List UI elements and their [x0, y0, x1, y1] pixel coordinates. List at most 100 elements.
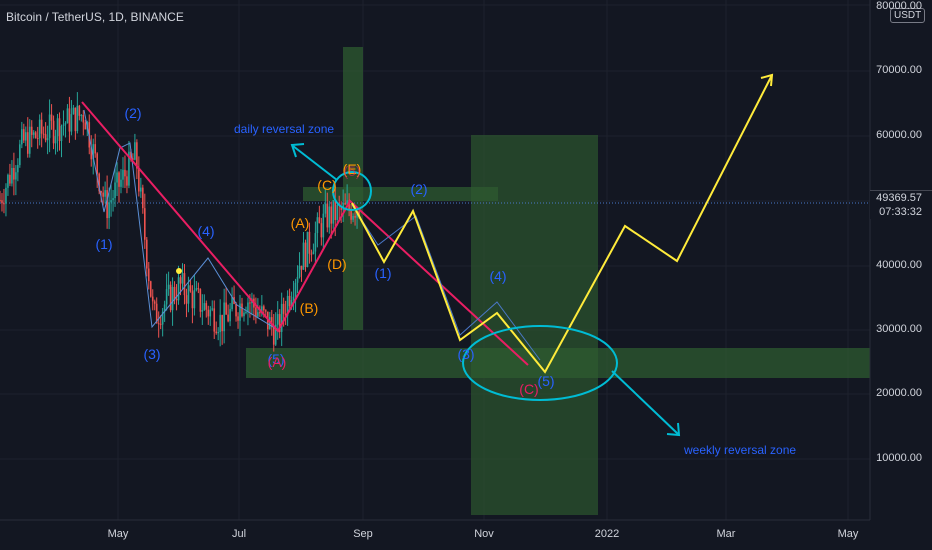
candle-body: [90, 147, 93, 160]
candle-body: [108, 202, 110, 219]
candle-body: [9, 174, 11, 184]
candle-body: [300, 265, 303, 270]
candle-body: [46, 138, 49, 141]
candle-body: [23, 129, 25, 141]
candle-body: [324, 203, 327, 214]
proj-label-2: (2): [410, 181, 428, 197]
weekly-reversal-ellipse: [462, 325, 618, 401]
candle-body: [132, 158, 134, 160]
candle-body: [70, 114, 73, 132]
wave-label-5-overlay: (5): [343, 163, 361, 179]
candle-body: [328, 206, 331, 228]
candle-body: [193, 290, 196, 309]
candle-body: [356, 211, 358, 218]
candle-body: [197, 288, 200, 290]
candle-body: [30, 126, 33, 135]
candle-body: [58, 118, 61, 142]
candle-body: [265, 310, 267, 312]
x-tick-may: May: [107, 528, 129, 540]
candle-body: [322, 213, 325, 238]
candle-body: [155, 303, 158, 324]
candle-body: [292, 296, 295, 301]
candle-body: [255, 307, 257, 317]
y-tick-10000: 10000.00: [876, 452, 922, 464]
candle-body: [191, 291, 194, 309]
last-price-value: 49369.57: [876, 192, 922, 204]
candle-body: [247, 302, 249, 312]
candle-body: [0, 199, 1, 201]
proj-label-4: (4): [489, 268, 507, 284]
candle-body: [173, 286, 176, 299]
candle-body: [199, 289, 202, 312]
candle-body: [177, 277, 180, 301]
wave-label-e-orange: (E): [342, 161, 362, 177]
candle-body: [169, 284, 172, 311]
candle-body: [134, 142, 136, 160]
candle-body: [276, 314, 279, 325]
weekly-zone-vertical: [471, 135, 598, 515]
candle-body: [74, 107, 77, 132]
candle-body: [78, 105, 81, 116]
candle-body: [44, 134, 47, 141]
candle-body: [96, 153, 98, 174]
candle-body: [72, 107, 75, 115]
candle-body: [42, 133, 45, 135]
candle-body: [330, 206, 333, 224]
wave-label-2: (2): [124, 105, 142, 121]
candle-body: [28, 126, 31, 154]
candle-body: [286, 295, 289, 316]
weekly-reversal-label: weekly reversal zone: [684, 443, 797, 457]
candle-body: [40, 119, 43, 134]
candle-body: [270, 317, 273, 327]
grid: [0, 0, 870, 520]
candle-body: [17, 165, 19, 173]
candle-body: [13, 167, 15, 180]
candle-body: [259, 312, 261, 314]
candle-body: [151, 296, 154, 302]
candle-body: [340, 205, 342, 210]
candle-body: [159, 323, 162, 325]
candle-body: [223, 302, 225, 332]
wave-label-c-pink: (C): [519, 381, 539, 397]
pink-wave-line: [81, 101, 529, 366]
candle-body: [19, 144, 21, 166]
candle-body: [316, 217, 319, 234]
candle-body: [217, 332, 219, 334]
candle-body: [84, 122, 87, 130]
candle-body: [130, 151, 132, 159]
candle-body: [314, 233, 317, 252]
candle-body: [231, 297, 233, 310]
candle-body: [348, 200, 350, 211]
candle-body: [243, 312, 245, 317]
candle-body: [332, 200, 335, 224]
x-tick-nov: Nov: [474, 528, 494, 540]
candle-body: [76, 105, 79, 132]
candle-body: [106, 190, 108, 219]
candle-body: [62, 124, 65, 127]
candle-body: [336, 204, 339, 221]
last-price-tag: 49369.57 07:33:32: [870, 190, 932, 219]
candle-body: [167, 284, 170, 290]
candle-body: [288, 295, 291, 307]
candle-body: [100, 191, 102, 193]
candle-body: [36, 137, 39, 139]
candle-body: [227, 314, 229, 322]
candle-body: [7, 174, 9, 188]
daily-arrow-line: [292, 145, 338, 181]
candle-body: [308, 231, 311, 254]
candle-body: [221, 314, 223, 332]
candle-body: [171, 286, 174, 311]
candle-body: [352, 215, 354, 220]
candle-body: [294, 282, 297, 297]
candle-body: [102, 192, 104, 197]
candle-body: [153, 301, 156, 304]
candle-body: [201, 310, 204, 312]
candle-body: [310, 253, 313, 255]
candle-body: [122, 169, 124, 180]
wave-label-b-orange: (B): [299, 300, 319, 316]
candle-body: [344, 203, 346, 205]
candle-body: [187, 285, 190, 304]
currency-badge[interactable]: USDT: [890, 8, 926, 23]
candle-body: [104, 190, 106, 197]
